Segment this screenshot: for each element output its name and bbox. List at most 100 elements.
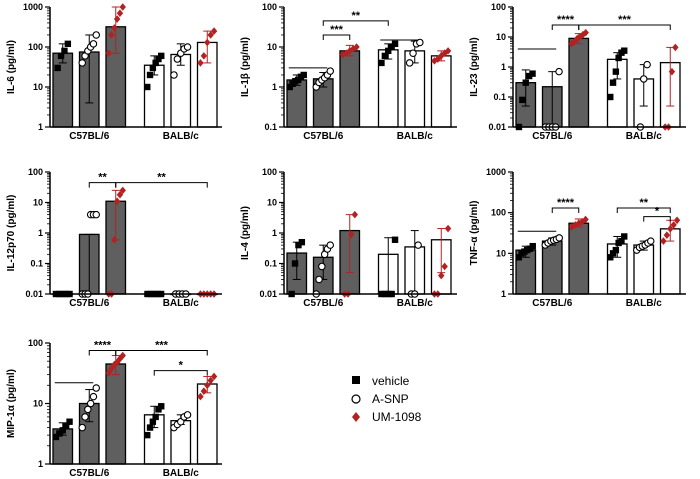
data-point xyxy=(646,237,655,245)
data-point xyxy=(152,413,159,421)
data-point xyxy=(146,424,154,431)
y-tick-label: 1000 xyxy=(486,167,506,177)
y-tick-label: 10 xyxy=(267,198,277,208)
data-point xyxy=(295,241,302,249)
legend: vehicle A-SNP UM-1098 xyxy=(351,374,422,424)
group-label: C57BL/6 xyxy=(69,468,109,479)
bar xyxy=(541,240,563,295)
y-tick-label: 1 xyxy=(38,228,43,238)
group-label: C57BL/6 xyxy=(69,298,109,309)
data-point xyxy=(183,43,192,51)
data-point xyxy=(568,222,576,231)
group-label: BALB/c xyxy=(626,298,663,309)
data-point xyxy=(144,83,151,91)
group-label: BALB/c xyxy=(163,298,200,309)
data-point xyxy=(197,392,204,401)
data-point xyxy=(62,423,70,430)
chart-panel: 0.01 0.1 1 10 100 C57BL/6 BALB/c IL-23 (pg/ml) *… xyxy=(469,2,686,142)
data-point xyxy=(318,262,326,271)
significance-label: ** xyxy=(98,172,107,184)
group-label: BALB/c xyxy=(163,131,200,142)
y-tick-label: 0.01 xyxy=(259,289,277,299)
legend-label-um-1098: UM-1098 xyxy=(372,410,422,424)
data-point xyxy=(668,67,676,76)
data-point xyxy=(670,221,677,229)
data-point xyxy=(525,72,533,80)
data-point xyxy=(144,431,151,439)
bar xyxy=(52,52,74,128)
data-point xyxy=(298,238,306,246)
data-point xyxy=(119,351,126,360)
y-tick-label: 1 xyxy=(501,62,506,72)
data-point xyxy=(170,71,178,79)
data-point xyxy=(612,68,620,75)
y-tick-label: 100 xyxy=(28,42,43,52)
data-point xyxy=(59,427,66,434)
data-point xyxy=(89,40,98,48)
group-label: BALB/c xyxy=(626,131,663,142)
y-axis-label: IL-1β (pg/ml) xyxy=(240,37,251,97)
significance-label: *** xyxy=(330,24,344,36)
data-point xyxy=(643,60,651,69)
data-point xyxy=(579,30,587,39)
data-point xyxy=(111,235,118,244)
data-point xyxy=(78,423,87,432)
group-label: BALB/c xyxy=(397,298,434,309)
data-point xyxy=(61,47,68,55)
y-tick-label: 10 xyxy=(496,248,506,258)
chart-panel: 1 10 100 1000 C57BL/6 BALB/c IL-6 (pg/ml) xyxy=(6,2,222,142)
data-point xyxy=(615,54,622,62)
data-point xyxy=(391,40,399,48)
chart-panel: 0.01 0.1 1 10 100 C57BL/6 BALB/c IL-12p70 (pg/m… xyxy=(6,167,222,309)
data-point xyxy=(409,49,417,57)
y-tick-label: 1 xyxy=(38,122,43,132)
data-point xyxy=(519,96,526,104)
group-label: BALB/c xyxy=(163,468,200,479)
y-tick-label: 10 xyxy=(267,42,277,52)
data-point xyxy=(111,24,118,32)
significance-bracket xyxy=(578,24,671,31)
data-point xyxy=(149,64,157,72)
data-point xyxy=(607,254,614,261)
data-point xyxy=(105,49,112,57)
data-point xyxy=(618,237,625,245)
data-point xyxy=(571,37,578,46)
data-point xyxy=(86,399,95,408)
data-point xyxy=(522,79,529,86)
data-point xyxy=(108,364,115,373)
significance-bracket xyxy=(322,34,351,40)
data-point xyxy=(56,430,63,437)
data-point xyxy=(673,216,681,225)
data-point xyxy=(113,15,121,23)
data-point xyxy=(444,224,452,233)
data-point xyxy=(210,372,218,381)
data-point xyxy=(515,254,522,261)
data-point xyxy=(173,55,182,63)
y-axis-label: MIP-1α (pg/ml) xyxy=(6,369,17,438)
y-tick-label: 0.1 xyxy=(30,259,43,269)
data-point xyxy=(529,70,536,77)
data-point xyxy=(207,376,214,385)
y-tick-label: 0.01 xyxy=(25,289,43,299)
data-point xyxy=(210,27,218,35)
data-point xyxy=(64,40,72,48)
significance-label: ** xyxy=(639,197,648,209)
group-label: C57BL/6 xyxy=(532,298,572,309)
legend-diamond-marker xyxy=(352,412,360,422)
y-tick-label: 1 xyxy=(272,82,277,92)
data-point xyxy=(348,230,355,239)
significance-bracket xyxy=(551,207,580,214)
data-point xyxy=(204,381,211,390)
y-tick-label: 100 xyxy=(262,167,277,177)
data-point xyxy=(388,43,395,51)
y-tick-label: 1 xyxy=(38,459,43,469)
data-point xyxy=(158,403,165,410)
data-point xyxy=(111,360,118,369)
data-point xyxy=(391,236,399,243)
y-tick-label: 100 xyxy=(491,208,506,218)
legend-label-vehicle: vehicle xyxy=(372,374,410,388)
data-point xyxy=(555,67,563,76)
